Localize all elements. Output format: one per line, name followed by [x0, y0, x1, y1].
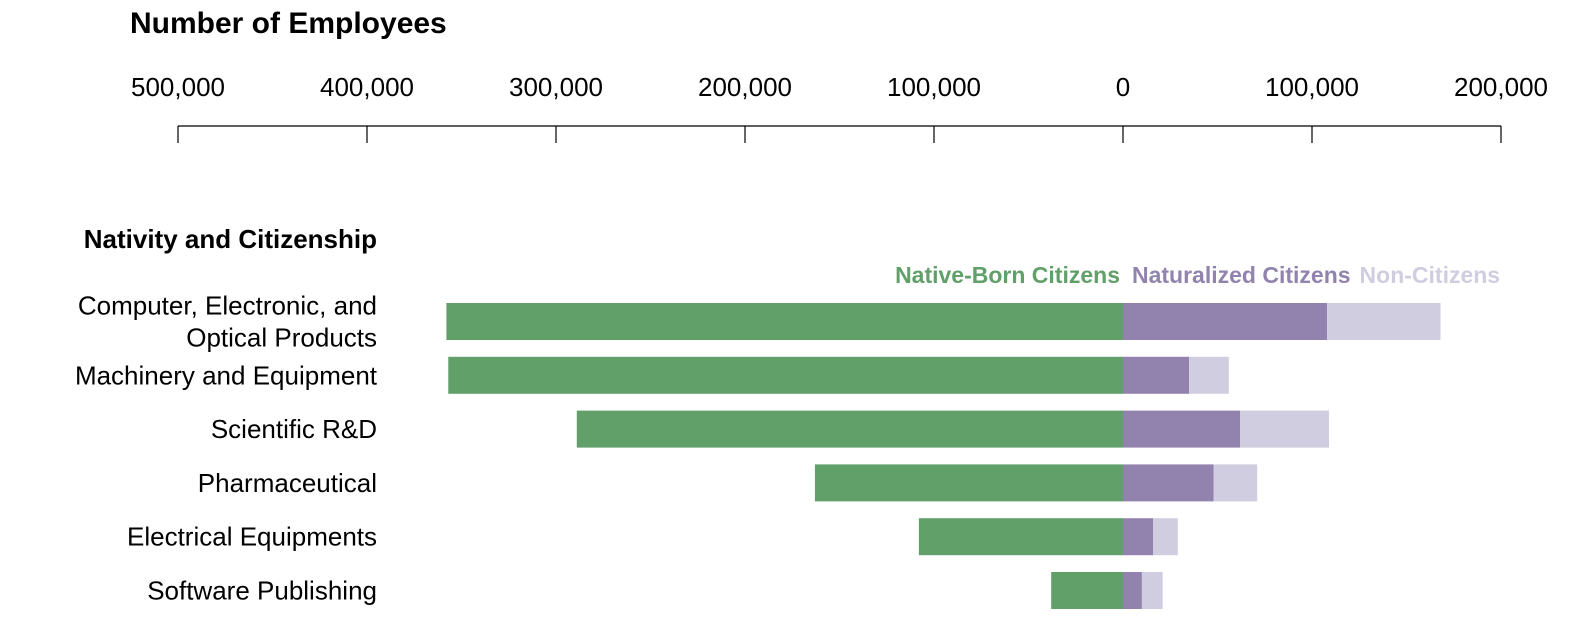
legend-item: Naturalized Citizens: [1132, 262, 1351, 288]
category-label: Optical Products: [186, 323, 377, 353]
bar-naturalized-citizens: [1123, 410, 1241, 448]
category-label: Software Publishing: [147, 576, 377, 606]
x-axis: 500,000 400,000 300,000 200,000 100,000 0 100,…: [131, 72, 1548, 143]
category-label: Computer, Electronic, and: [78, 291, 377, 321]
x-tick-label: 200,000: [698, 72, 792, 102]
bar-native-born: [576, 410, 1123, 448]
bar-non-citizens: [1141, 572, 1163, 609]
bar-native-born: [814, 464, 1123, 502]
bar-naturalized-citizens: [1123, 303, 1328, 340]
bar-naturalized-citizens: [1123, 572, 1142, 609]
x-tick-label: 0: [1116, 72, 1130, 102]
category-label: Pharmaceutical: [198, 468, 377, 498]
bar-naturalized-citizens: [1123, 356, 1190, 394]
x-tick-label: 100,000: [887, 72, 981, 102]
bar-naturalized-citizens: [1123, 518, 1154, 556]
axis-title: Number of Employees: [130, 7, 447, 40]
bars: [446, 303, 1441, 609]
bar-non-citizens: [1213, 464, 1258, 502]
x-tick-label: 300,000: [509, 72, 603, 102]
category-label: Electrical Equipments: [127, 522, 377, 552]
x-tick-label: 100,000: [1265, 72, 1359, 102]
bar-non-citizens: [1240, 410, 1330, 448]
bar-native-born: [918, 518, 1123, 556]
legend: Native-Born Citizens Naturalized Citizens…: [895, 262, 1500, 288]
x-tick-label: 500,000: [131, 72, 225, 102]
row-header: Nativity and Citizenship: [84, 224, 377, 254]
x-tick-label: 400,000: [320, 72, 414, 102]
bar-non-citizens: [1327, 303, 1441, 340]
bar-native-born: [1051, 572, 1123, 609]
legend-item: Native-Born Citizens: [895, 262, 1120, 288]
x-tick-label: 200,000: [1454, 72, 1548, 102]
bar-non-citizens: [1153, 518, 1178, 556]
legend-item: Non-Citizens: [1360, 262, 1501, 288]
category-label: Scientific R&D: [211, 414, 377, 444]
bar-naturalized-citizens: [1123, 464, 1214, 502]
bar-native-born: [446, 303, 1123, 340]
category-label: Machinery and Equipment: [75, 360, 378, 390]
bar-non-citizens: [1189, 356, 1229, 394]
bar-native-born: [448, 356, 1123, 394]
